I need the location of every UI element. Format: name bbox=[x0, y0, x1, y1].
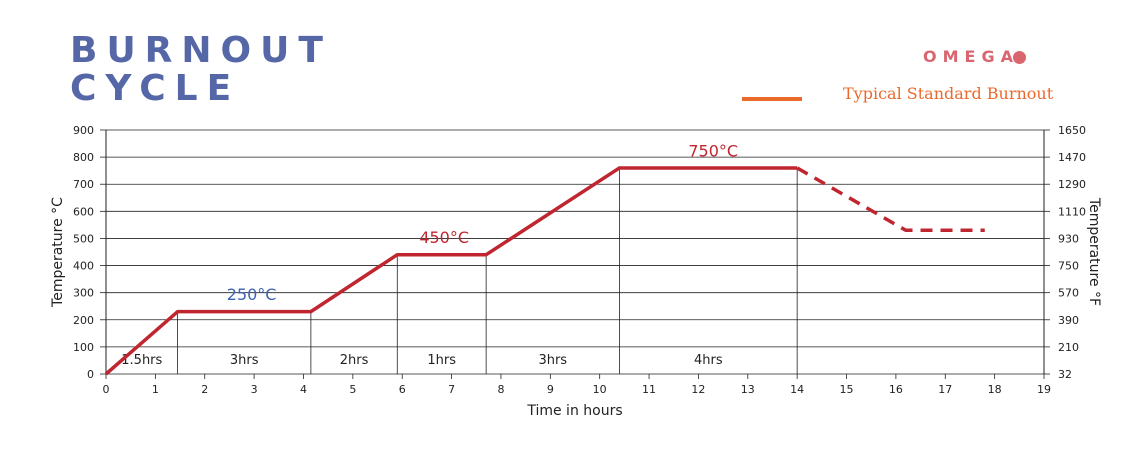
x-tick-label: 10 bbox=[593, 383, 607, 396]
y-tick-label: 800 bbox=[73, 151, 94, 164]
x-tick-label: 15 bbox=[840, 383, 854, 396]
x-tick-label: 9 bbox=[547, 383, 554, 396]
y-tick-label: 500 bbox=[73, 232, 94, 245]
x-tick-label: 16 bbox=[889, 383, 903, 396]
y-tick-label: 200 bbox=[73, 314, 94, 327]
segment-duration-label: 3hrs bbox=[230, 353, 259, 368]
segment-duration-label: 3hrs bbox=[538, 353, 567, 368]
legend-label: Typical Standard Burnout bbox=[843, 84, 1054, 103]
y2-axis-title: Temperature °F bbox=[1086, 197, 1102, 306]
x-tick-label: 12 bbox=[691, 383, 705, 396]
segment-duration-label: 4hrs bbox=[694, 353, 723, 368]
y2-tick-label: 210 bbox=[1058, 341, 1079, 354]
y2-tick-label: 390 bbox=[1058, 314, 1079, 327]
legend-swatch bbox=[742, 97, 802, 101]
brand-logo-text: OMEGA bbox=[923, 47, 1019, 66]
x-tick-label: 3 bbox=[251, 383, 258, 396]
y-tick-label: 700 bbox=[73, 178, 94, 191]
segment-duration-label: 2hrs bbox=[340, 353, 369, 368]
y-tick-label: 100 bbox=[73, 341, 94, 354]
burnout-cooldown-line bbox=[796, 166, 985, 233]
title-line-2: CYCLE bbox=[70, 68, 241, 109]
x-tick-label: 7 bbox=[448, 383, 455, 396]
y2-tick-label: 1110 bbox=[1058, 205, 1086, 218]
x-tick-label: 0 bbox=[103, 383, 110, 396]
segment-duration-label: 1.5hrs bbox=[121, 353, 162, 368]
x-tick-label: 2 bbox=[201, 383, 208, 396]
x-tick-label: 6 bbox=[399, 383, 406, 396]
x-tick-label: 17 bbox=[938, 383, 952, 396]
temperature-annotation: 750°C bbox=[688, 141, 738, 160]
y2-tick-label: 1650 bbox=[1058, 124, 1086, 137]
x-tick-label: 19 bbox=[1037, 383, 1051, 396]
y-axis-title: Temperature °C bbox=[50, 197, 66, 308]
temperature-annotation: 450°C bbox=[419, 228, 469, 247]
x-tick-label: 1 bbox=[152, 383, 159, 396]
y2-tick-label: 32 bbox=[1058, 368, 1072, 381]
brand-dot-icon bbox=[1013, 51, 1026, 64]
segment-duration-label: 1hrs bbox=[427, 353, 456, 368]
y2-tick-label: 1470 bbox=[1058, 151, 1086, 164]
x-tick-label: 5 bbox=[349, 383, 356, 396]
y-tick-label: 400 bbox=[73, 260, 94, 273]
x-tick-label: 4 bbox=[300, 383, 307, 396]
x-tick-label: 11 bbox=[642, 383, 656, 396]
y2-tick-label: 570 bbox=[1058, 287, 1079, 300]
y-tick-label: 600 bbox=[73, 205, 94, 218]
y2-tick-label: 930 bbox=[1058, 232, 1079, 245]
y-tick-label: 300 bbox=[73, 287, 94, 300]
temperature-annotation: 250°C bbox=[227, 285, 277, 304]
y-tick-label: 900 bbox=[73, 124, 94, 137]
title-line-1: BURNOUT bbox=[70, 30, 332, 71]
y-tick-label: 0 bbox=[87, 368, 94, 381]
y2-tick-label: 750 bbox=[1058, 260, 1079, 273]
x-tick-label: 8 bbox=[497, 383, 504, 396]
burnout-series-line bbox=[104, 166, 798, 376]
x-tick-label: 14 bbox=[790, 383, 804, 396]
y2-tick-label: 1290 bbox=[1058, 178, 1086, 191]
x-axis-title: Time in hours bbox=[526, 403, 622, 419]
x-tick-label: 13 bbox=[741, 383, 755, 396]
chart-title: BURNOUT CYCLE bbox=[70, 32, 332, 108]
x-tick-label: 18 bbox=[988, 383, 1002, 396]
